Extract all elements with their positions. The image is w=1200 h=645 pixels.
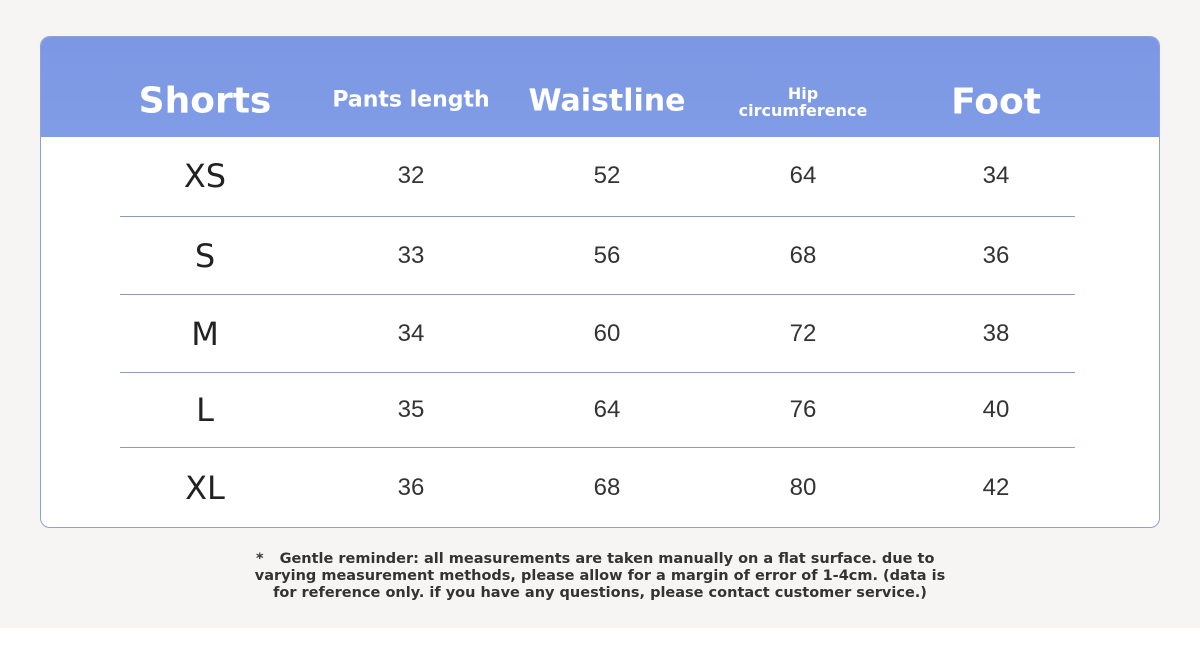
- measurement: 76: [789, 396, 817, 423]
- measurement: 60: [593, 320, 621, 347]
- measurement: 34: [397, 320, 425, 347]
- row-divider: [120, 447, 1075, 448]
- row-divider: [120, 216, 1075, 217]
- size-label: M: [191, 315, 219, 353]
- row-divider: [120, 372, 1075, 373]
- note-line: varying measurement methods, please allo…: [254, 568, 946, 584]
- header-cell: Waistline: [528, 83, 686, 119]
- size-label: XL: [185, 469, 225, 507]
- measurement: 35: [397, 396, 425, 423]
- measurement: 36: [982, 242, 1010, 269]
- measurement: 33: [397, 242, 425, 269]
- measurement: 64: [789, 162, 817, 189]
- measurement: 64: [593, 396, 621, 423]
- bottom-strip: [0, 628, 1200, 645]
- note-line: Gentle reminder: all measurements are ta…: [279, 551, 935, 567]
- measurement: 40: [982, 396, 1010, 423]
- measurement: 36: [397, 474, 425, 501]
- measurement: 42: [982, 474, 1010, 501]
- note-line: for reference only. if you have any ques…: [273, 585, 927, 601]
- measurement: 56: [593, 242, 621, 269]
- header-band: [41, 37, 1159, 137]
- size-label: XS: [183, 157, 227, 195]
- measurement: 72: [789, 320, 817, 347]
- row-divider: [120, 294, 1075, 295]
- note: Gentle reminder: all measurements are ta…: [0, 551, 1200, 602]
- header-cell: Foot: [951, 81, 1041, 123]
- note-marker: *: [256, 551, 264, 567]
- size-label: L: [196, 391, 214, 429]
- measurement: 34: [982, 162, 1010, 189]
- measurement: 68: [789, 242, 817, 269]
- size-table: Shorts Pants length Waistline Hip circumfer…: [40, 36, 1160, 528]
- measurement: 38: [982, 320, 1010, 347]
- header-cell: Shorts: [138, 80, 272, 122]
- measurement: 80: [789, 474, 817, 501]
- measurement: 52: [593, 162, 621, 189]
- header-cell: Hip circumference: [738, 84, 868, 120]
- measurement: 68: [593, 474, 621, 501]
- header-cell: Pants length: [332, 87, 490, 113]
- measurement: 32: [397, 162, 425, 189]
- size-label: S: [194, 237, 216, 275]
